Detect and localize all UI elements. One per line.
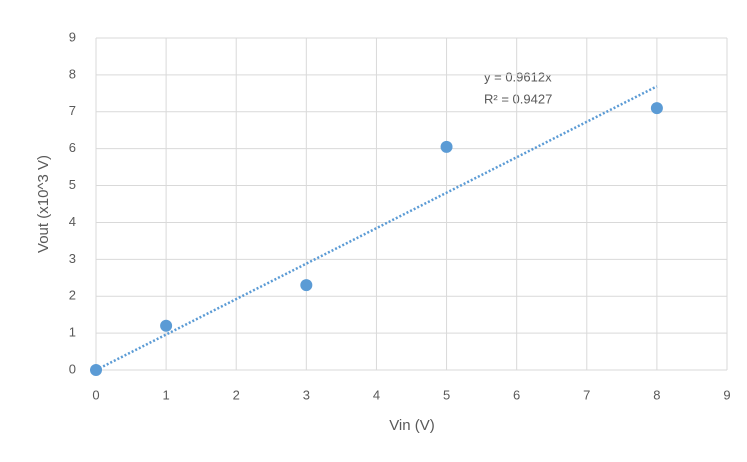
- y-tick-label: 0: [69, 361, 76, 376]
- x-tick-label: 4: [373, 387, 380, 402]
- x-tick-label: 8: [653, 387, 660, 402]
- x-tick-label: 2: [233, 387, 240, 402]
- trendline-r-squared: R² = 0.9427: [484, 91, 552, 106]
- x-tick-label: 1: [162, 387, 169, 402]
- x-tick-label: 7: [583, 387, 590, 402]
- x-tick-label: 5: [443, 387, 450, 402]
- y-tick-label: 7: [69, 103, 76, 118]
- y-tick-label: 6: [69, 140, 76, 155]
- y-tick-label: 4: [69, 214, 76, 229]
- data-point: [441, 141, 453, 153]
- y-tick-label: 8: [69, 66, 76, 81]
- x-tick-label: 3: [303, 387, 310, 402]
- x-tick-label: 0: [92, 387, 99, 402]
- x-tick-label: 6: [513, 387, 520, 402]
- y-tick-label: 1: [69, 325, 76, 340]
- y-axis-label: Vout (x10^3 V): [35, 155, 52, 253]
- data-point: [651, 102, 663, 114]
- y-tick-label: 3: [69, 251, 76, 266]
- data-point: [300, 279, 312, 291]
- y-tick-label: 2: [69, 288, 76, 303]
- x-tick-label: 9: [723, 387, 730, 402]
- x-axis-label: Vin (V): [389, 417, 435, 434]
- y-tick-label: 5: [69, 177, 76, 192]
- data-point: [90, 364, 102, 376]
- trendline-equation: y = 0.9612x: [484, 69, 552, 84]
- y-tick-label: 9: [69, 29, 76, 44]
- chart: Vin (V) Vout (x10^3 V) y = 0.9612x R² = …: [0, 0, 747, 462]
- data-point: [160, 320, 172, 332]
